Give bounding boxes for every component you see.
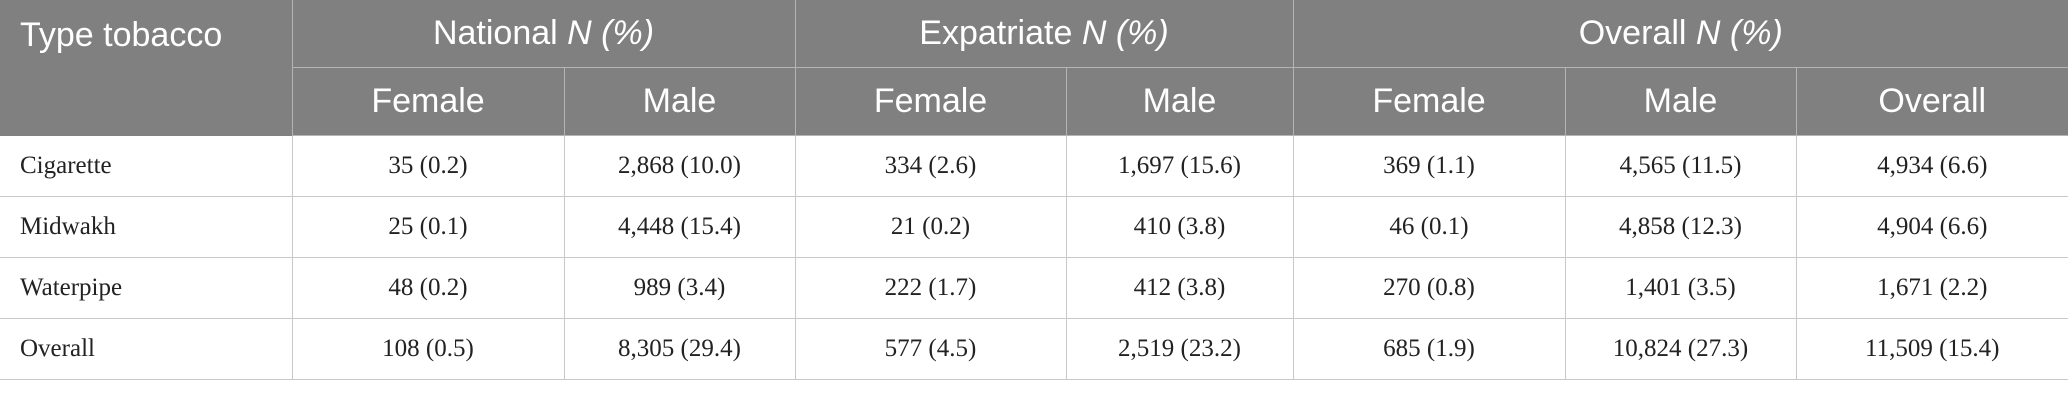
table-cell: 369 (1.1) xyxy=(1292,135,1565,197)
table-cell: 334 (2.6) xyxy=(794,135,1066,197)
table-cell: 410 (3.8) xyxy=(1065,196,1293,258)
table-cell: 270 (0.8) xyxy=(1292,257,1565,319)
subheader-national-male: Male xyxy=(563,67,795,136)
header-row-subheaders: Female Male Female Male Female Male Over… xyxy=(0,67,2068,136)
table-cell: 1,401 (3.5) xyxy=(1564,257,1796,319)
table-row: Midwakh 25 (0.1) 4,448 (15.4) 21 (0.2) 4… xyxy=(0,196,2068,258)
table-cell: 989 (3.4) xyxy=(563,257,795,319)
tobacco-use-table: Type tobacco National N (%) Expatriate N… xyxy=(0,0,2068,380)
group-n-label: N (%) xyxy=(1695,14,1783,52)
table-cell: 4,448 (15.4) xyxy=(563,196,795,258)
subheader-expatriate-female: Female xyxy=(794,67,1066,136)
group-name: National xyxy=(432,14,558,52)
table-row: Overall 108 (0.5) 8,305 (29.4) 577 (4.5)… xyxy=(0,318,2068,380)
table-cell: 1,671 (2.2) xyxy=(1795,257,2068,319)
table-cell: 412 (3.8) xyxy=(1065,257,1293,319)
table-cell: 21 (0.2) xyxy=(794,196,1066,258)
group-n-label: N (%) xyxy=(1081,14,1169,52)
table-cell: 8,305 (29.4) xyxy=(563,318,795,380)
table-cell: 4,565 (11.5) xyxy=(1564,135,1796,197)
subheader-overall-overall: Overall xyxy=(1795,67,2068,136)
table-cell: 4,858 (12.3) xyxy=(1564,196,1796,258)
group-header-overall: Overall N (%) xyxy=(1292,0,2068,68)
row-label: Waterpipe xyxy=(0,257,292,319)
subheader-overall-female: Female xyxy=(1292,67,1565,136)
table-body: Cigarette 35 (0.2) 2,868 (10.0) 334 (2.6… xyxy=(0,135,2068,380)
table-row: Cigarette 35 (0.2) 2,868 (10.0) 334 (2.6… xyxy=(0,135,2068,197)
table-cell: 10,824 (27.3) xyxy=(1564,318,1796,380)
subheader-overall-male: Male xyxy=(1564,67,1796,136)
table-cell: 48 (0.2) xyxy=(291,257,564,319)
corner-header: Type tobacco xyxy=(0,0,292,136)
subheader-expatriate-male: Male xyxy=(1065,67,1293,136)
group-n-label: N (%) xyxy=(567,14,655,52)
group-header-expatriate: Expatriate N (%) xyxy=(794,0,1293,68)
table-cell: 4,904 (6.6) xyxy=(1795,196,2068,258)
table-row: Waterpipe 48 (0.2) 989 (3.4) 222 (1.7) 4… xyxy=(0,257,2068,319)
table-cell: 2,519 (23.2) xyxy=(1065,318,1293,380)
table-cell: 35 (0.2) xyxy=(291,135,564,197)
table-cell: 4,934 (6.6) xyxy=(1795,135,2068,197)
group-header-national: National N (%) xyxy=(291,0,795,68)
table-cell: 25 (0.1) xyxy=(291,196,564,258)
row-label: Overall xyxy=(0,318,292,380)
table-header: Type tobacco National N (%) Expatriate N… xyxy=(0,0,2068,136)
table-cell: 2,868 (10.0) xyxy=(563,135,795,197)
table-cell: 11,509 (15.4) xyxy=(1795,318,2068,380)
table-cell: 46 (0.1) xyxy=(1292,196,1565,258)
table-cell: 577 (4.5) xyxy=(794,318,1066,380)
table-cell: 222 (1.7) xyxy=(794,257,1066,319)
row-label: Cigarette xyxy=(0,135,292,197)
table-cell: 1,697 (15.6) xyxy=(1065,135,1293,197)
group-name: Overall xyxy=(1578,14,1687,52)
table-cell: 108 (0.5) xyxy=(291,318,564,380)
header-row-groups: Type tobacco National N (%) Expatriate N… xyxy=(0,0,2068,136)
tobacco-table-container: Type tobacco National N (%) Expatriate N… xyxy=(0,0,2068,380)
subheader-national-female: Female xyxy=(291,67,564,136)
table-cell: 685 (1.9) xyxy=(1292,318,1565,380)
row-label: Midwakh xyxy=(0,196,292,258)
group-name: Expatriate xyxy=(919,14,1073,52)
